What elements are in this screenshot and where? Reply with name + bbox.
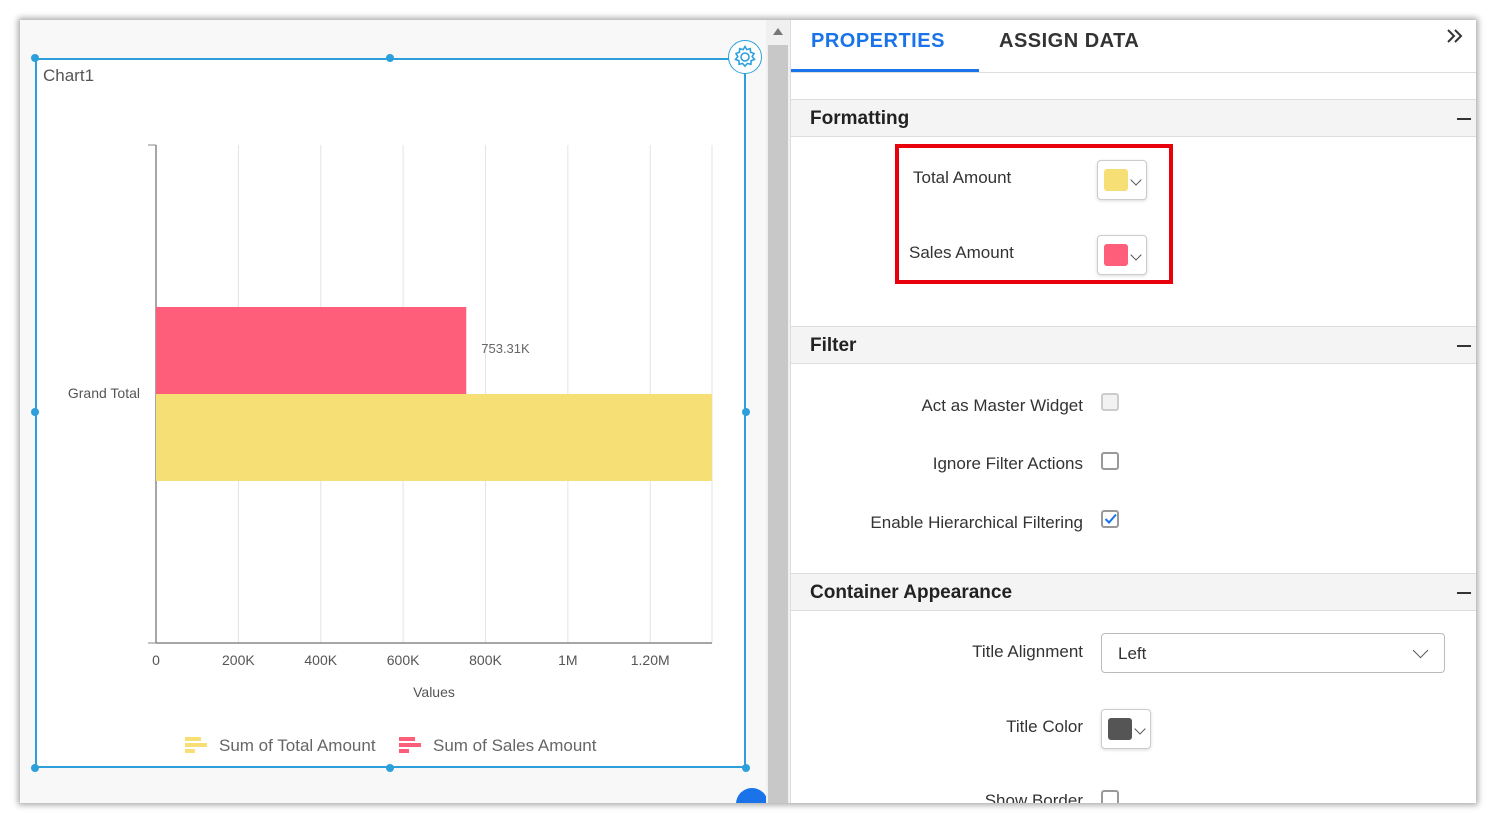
resize-handle-tm[interactable] (386, 54, 394, 62)
legend-icon-sales-amount (399, 743, 421, 747)
x-tick-label: 600K (387, 652, 420, 668)
data-label: 753.31K (481, 341, 530, 356)
app-window: Chart1 0 200K 400K 600K 800K 1M 1.20M Values Gra… (20, 20, 1476, 803)
minus-icon[interactable] (1457, 118, 1471, 120)
legend-label: Sum of Total Amount (219, 736, 376, 755)
canvas-scrollbar[interactable] (766, 20, 790, 803)
x-tick-label: 1M (558, 652, 577, 668)
resize-handle-bm[interactable] (386, 764, 394, 772)
chart-title: Chart1 (43, 66, 95, 85)
active-tab-indicator (791, 69, 979, 72)
sales-amount-color-picker[interactable] (1097, 235, 1147, 275)
legend-icon-total-amount (185, 737, 201, 741)
panel-tabs: PROPERTIES ASSIGN DATA (791, 20, 1476, 73)
resize-handle-br[interactable] (742, 764, 750, 772)
x-tick-label: 1.20M (631, 652, 670, 668)
highlight-box (895, 144, 1173, 284)
selected-value: Left (1118, 644, 1147, 663)
total-amount-label: Total Amount (913, 168, 1012, 187)
x-tick-label: 800K (469, 652, 502, 668)
x-tick-label: 200K (222, 652, 255, 668)
resize-handle-bl[interactable] (31, 764, 39, 772)
minus-icon[interactable] (1457, 592, 1471, 594)
resize-handle-tl[interactable] (31, 54, 39, 62)
section-title: Formatting (810, 108, 910, 129)
ignore-filter-checkbox[interactable] (1101, 452, 1119, 470)
section-title: Container Appearance (810, 582, 1013, 603)
x-tick-label: 0 (152, 652, 160, 668)
resize-handle-mr[interactable] (742, 408, 750, 416)
section-title: Filter (810, 335, 857, 356)
legend-icon-total-amount (185, 743, 207, 747)
title-alignment-dropdown[interactable]: Left (1101, 633, 1445, 673)
sales-amount-label: Sales Amount (909, 243, 1014, 262)
section-filter[interactable]: Filter (791, 326, 1476, 364)
show-border-checkbox[interactable] (1101, 790, 1119, 803)
title-color-label: Title Color (1006, 717, 1083, 736)
scroll-up-icon[interactable] (773, 28, 783, 35)
section-formatting[interactable]: Formatting (791, 99, 1476, 137)
bar-chart: 0 200K 400K 600K 800K 1M 1.20M Values Grand Tota… (68, 144, 713, 755)
title-alignment-label: Title Alignment (972, 642, 1083, 661)
designer-canvas: Chart1 0 200K 400K 600K 800K 1M 1.20M Values Gra… (20, 20, 768, 803)
checkmark-icon (1104, 513, 1117, 524)
title-color-picker[interactable] (1101, 709, 1151, 749)
scrollbar-thumb[interactable] (768, 45, 788, 803)
legend-icon-sales-amount (399, 749, 409, 753)
legend-icon-total-amount (185, 749, 195, 753)
bar-total-amount (156, 394, 712, 481)
chevron-down-icon (1134, 723, 1146, 735)
hierarchical-filter-label: Enable Hierarchical Filtering (870, 513, 1083, 532)
chevron-down-icon (1130, 174, 1142, 186)
chevron-down-icon (1130, 249, 1142, 261)
minus-icon[interactable] (1457, 345, 1471, 347)
chevron-down-icon (1412, 642, 1429, 659)
chart-widget[interactable]: Chart1 0 200K 400K 600K 800K 1M 1.20M Values Gra… (35, 58, 746, 768)
x-tick-label: 400K (304, 652, 337, 668)
x-axis-label: Values (413, 684, 455, 700)
legend-label: Sum of Sales Amount (433, 736, 597, 755)
double-chevron-right-icon[interactable] (1445, 26, 1465, 52)
section-container-appearance[interactable]: Container Appearance (791, 573, 1476, 611)
color-swatch (1104, 169, 1128, 191)
master-widget-label: Act as Master Widget (921, 396, 1083, 415)
color-swatch (1108, 718, 1132, 740)
ignore-filter-label: Ignore Filter Actions (932, 454, 1083, 473)
total-amount-color-picker[interactable] (1097, 160, 1147, 200)
legend-icon-sales-amount (399, 737, 415, 741)
properties-panel: PROPERTIES ASSIGN DATA Formatting Total … (790, 20, 1476, 803)
color-swatch (1104, 244, 1128, 266)
tab-assign-data[interactable]: ASSIGN DATA (999, 30, 1140, 52)
gear-icon[interactable] (728, 40, 762, 74)
resize-handle-ml[interactable] (31, 408, 39, 416)
show-border-label: Show Border (984, 791, 1083, 803)
add-widget-button[interactable] (736, 788, 768, 803)
tab-properties[interactable]: PROPERTIES (811, 30, 945, 52)
hierarchical-filter-checkbox[interactable] (1101, 510, 1119, 528)
master-widget-checkbox[interactable] (1101, 393, 1119, 411)
bar-sales-amount (156, 307, 467, 394)
category-label: Grand Total (68, 385, 140, 401)
